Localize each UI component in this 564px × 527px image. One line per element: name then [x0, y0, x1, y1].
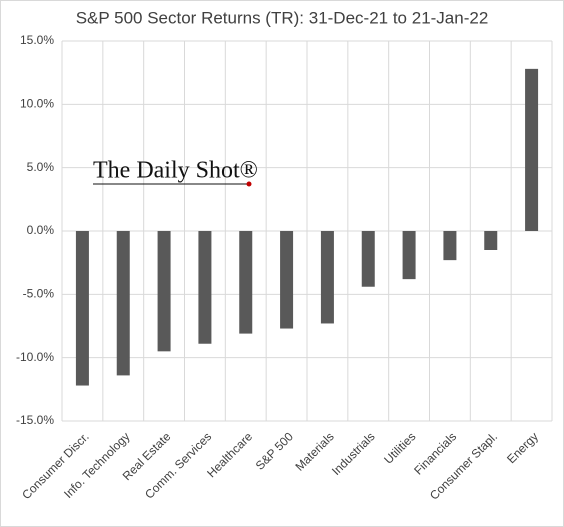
chart-title: S&P 500 Sector Returns (TR): 31-Dec-21 t…: [76, 8, 489, 27]
y-tick-label: -5.0%: [23, 287, 55, 301]
watermark-dot: [246, 181, 252, 187]
bar: [157, 231, 171, 352]
y-tick-label: -10.0%: [16, 350, 54, 364]
bar: [239, 231, 253, 334]
bar: [361, 231, 375, 287]
watermark: The Daily Shot®: [93, 158, 258, 184]
y-tick-label: -15.0%: [16, 413, 54, 427]
y-tick-label: 10.0%: [20, 97, 54, 111]
y-tick-label: 15.0%: [20, 33, 54, 47]
bar: [443, 231, 457, 261]
bar: [402, 231, 416, 280]
y-tick-label: 0.0%: [27, 223, 55, 237]
y-tick-label: 5.0%: [27, 160, 55, 174]
bar: [198, 231, 212, 344]
bar: [484, 231, 498, 250]
bar: [280, 231, 294, 329]
bar: [320, 231, 334, 324]
bar: [75, 231, 89, 386]
bar: [116, 231, 130, 376]
bar: [525, 68, 539, 231]
